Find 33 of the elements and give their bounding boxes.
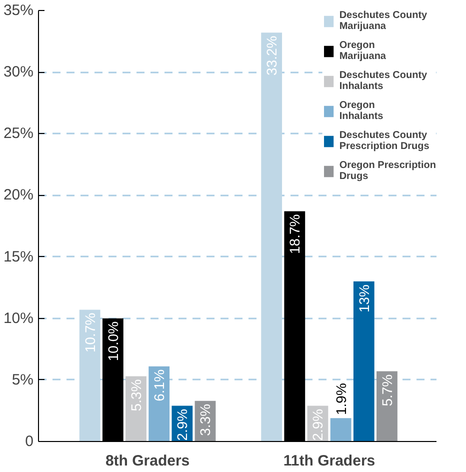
bar bbox=[261, 32, 282, 442]
bar bbox=[330, 418, 352, 442]
y-tick-label: 30% bbox=[3, 64, 34, 81]
bar bbox=[79, 310, 100, 442]
y-tick-label: 35% bbox=[3, 2, 34, 19]
data-label: 5.7% bbox=[378, 374, 395, 406]
data-label: 6.1% bbox=[151, 369, 168, 402]
legend-label: Oregon Prescription Drugs bbox=[339, 160, 436, 182]
data-label: 13% bbox=[356, 284, 372, 313]
bar bbox=[353, 281, 374, 442]
x-tick-label: 11th Graders bbox=[283, 452, 376, 470]
y-tick-label: 0 bbox=[25, 433, 34, 450]
bar bbox=[148, 366, 170, 442]
bar bbox=[126, 376, 146, 442]
legend-label: Deschutes County Inhalants bbox=[339, 70, 428, 92]
data-label: 10.7% bbox=[82, 312, 98, 353]
y-tick-label: 10% bbox=[3, 310, 34, 327]
x-tick-label: 8th Graders bbox=[105, 452, 190, 470]
y-tick-label: 20% bbox=[3, 186, 34, 204]
legend-label: Deschutes County Prescription Drugs bbox=[339, 130, 430, 152]
y-tick-label: 25% bbox=[3, 125, 34, 142]
data-label: 3.3% bbox=[197, 404, 214, 436]
data-label: 18.7% bbox=[286, 214, 303, 254]
legend-label: Oregon Marijuana bbox=[339, 40, 386, 62]
data-label: 2.9% bbox=[174, 408, 190, 441]
y-tick-label: 5% bbox=[12, 371, 34, 388]
legend-label: Deschutes County Marijuana bbox=[339, 10, 428, 32]
legend-label: Oregon Inhalants bbox=[339, 100, 384, 122]
data-label: 10.0% bbox=[104, 321, 121, 362]
y-tick-label: 15% bbox=[3, 248, 34, 266]
data-label: 33.2% bbox=[264, 36, 280, 76]
data-label: 1.9% bbox=[332, 383, 349, 416]
bar bbox=[376, 371, 398, 442]
